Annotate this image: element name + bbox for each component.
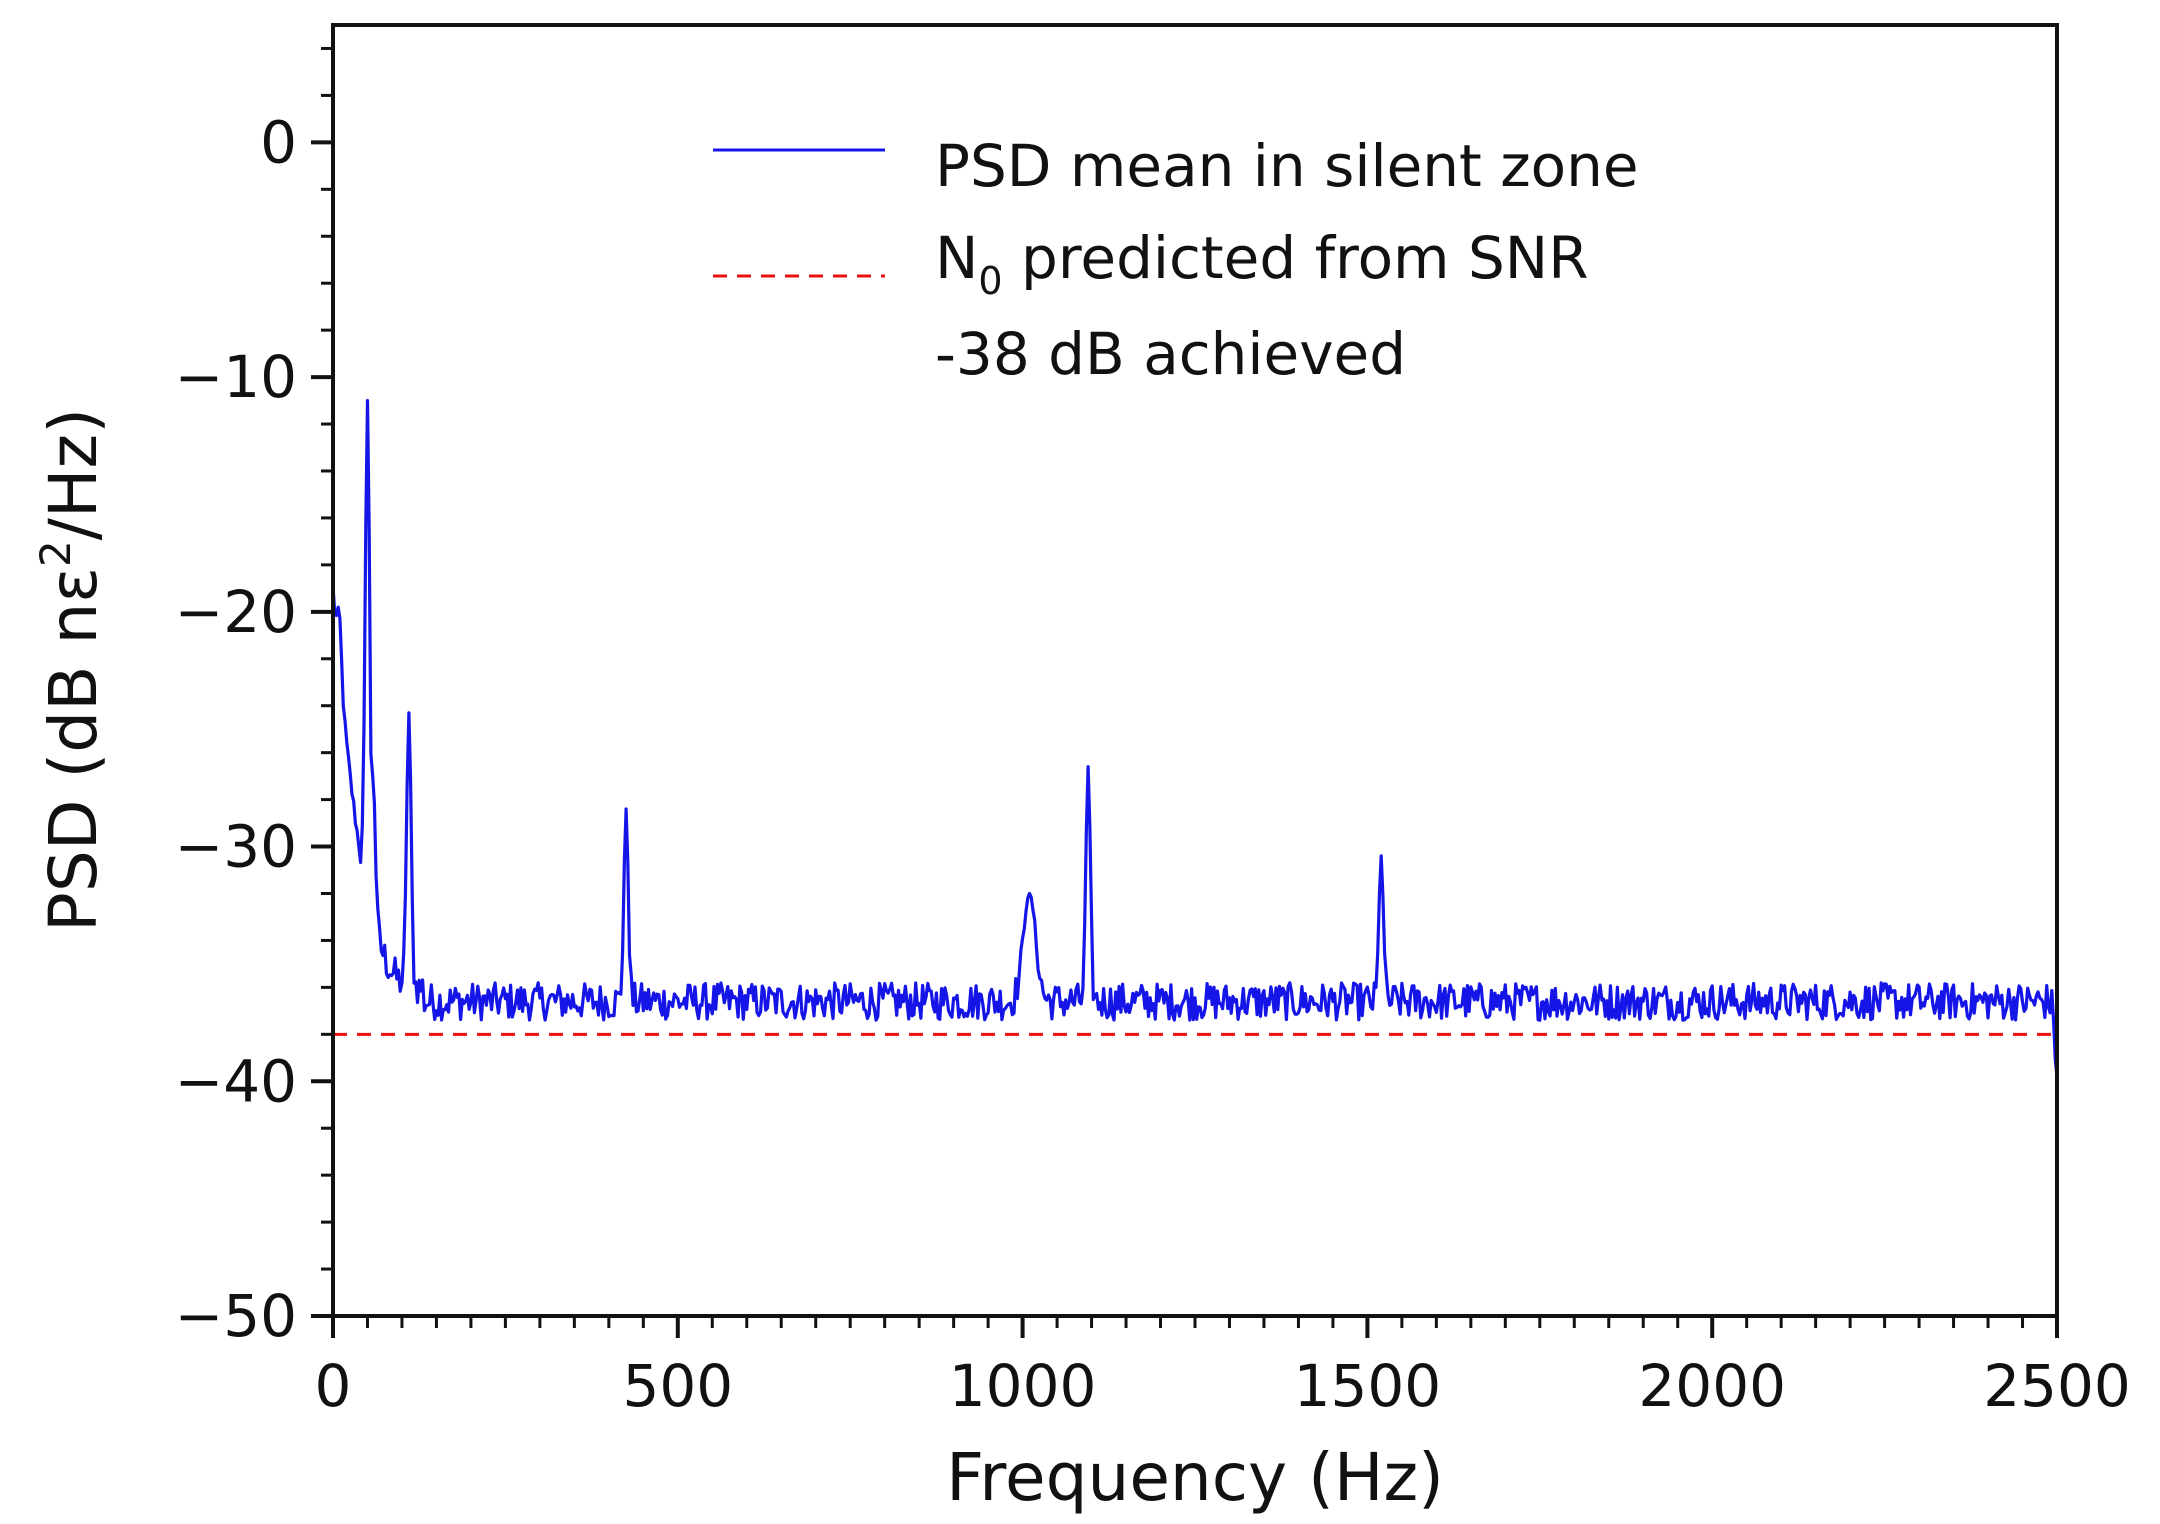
y-tick-label: −40 (175, 1047, 297, 1115)
x-tick-label: 2000 (1638, 1352, 1786, 1420)
series-psd-mean (333, 399, 2057, 1077)
legend: PSD mean in silent zone N0 predicted fro… (713, 132, 1639, 388)
y-tick-label: 0 (260, 108, 297, 176)
y-tick-label: −50 (175, 1282, 297, 1350)
x-tick-label: 2500 (1983, 1352, 2131, 1420)
x-tick-label: 500 (622, 1352, 733, 1420)
x-tick-label: 1000 (949, 1352, 1097, 1420)
legend-annotation: -38 dB achieved (935, 320, 1406, 388)
x-tick-label: 0 (315, 1352, 352, 1420)
y-tick-label: −20 (175, 578, 297, 646)
x-axis-title: Frequency (Hz) (946, 1439, 1444, 1516)
legend-psd-label: PSD mean in silent zone (935, 132, 1639, 200)
y-axis-title: PSD (dB nε2/Hz) (31, 408, 112, 932)
y-tick-label: −30 (175, 813, 297, 881)
axis-ticks: −50 −40 −30 −20 −10 0 0 500 1000 1500 2000 2500 (175, 46, 2131, 1420)
x-tick-label: 1500 (1294, 1352, 1442, 1420)
y-tick-label: −10 (175, 343, 297, 411)
legend-n0-label: N0 predicted from SNR (935, 224, 1589, 303)
